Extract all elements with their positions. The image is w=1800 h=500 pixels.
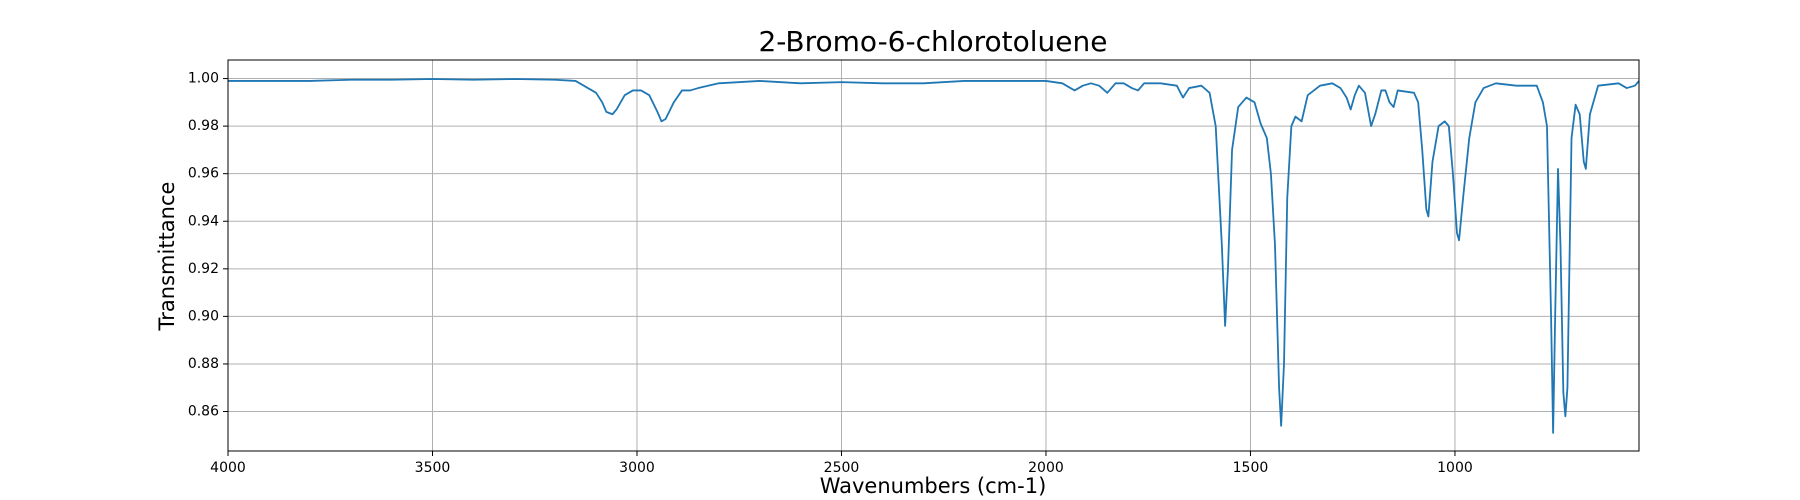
y-tick-label: 0.90 <box>188 308 219 324</box>
y-tick-label: 0.98 <box>188 118 219 134</box>
x-tick-label: 2000 <box>1028 460 1064 476</box>
spectrum-line <box>228 78 1640 434</box>
x-tick-label: 3500 <box>415 460 451 476</box>
y-tick-label: 0.94 <box>188 213 219 229</box>
y-axis-label: Transmittance <box>155 182 179 332</box>
x-tick-label: 2500 <box>824 460 860 476</box>
y-tick-label: 0.96 <box>188 166 219 182</box>
y-tick-label: 1.00 <box>188 71 219 87</box>
plot <box>228 78 1640 434</box>
x-tick-label: 3000 <box>619 460 655 476</box>
x-tick-label: 4000 <box>210 460 246 476</box>
grid <box>223 60 1639 456</box>
y-tick-label: 0.92 <box>188 261 219 277</box>
y-tick-label: 0.86 <box>188 404 219 420</box>
x-axis-label: Wavenumbers (cm-1) <box>820 474 1047 498</box>
plot-frame <box>227 59 1640 452</box>
y-tick-label: 0.88 <box>188 356 219 372</box>
x-tick-label: 1000 <box>1437 460 1473 476</box>
x-tick-label: 1500 <box>1233 460 1269 476</box>
chart-title: 2-Bromo-6-chlorotoluene <box>758 25 1107 58</box>
